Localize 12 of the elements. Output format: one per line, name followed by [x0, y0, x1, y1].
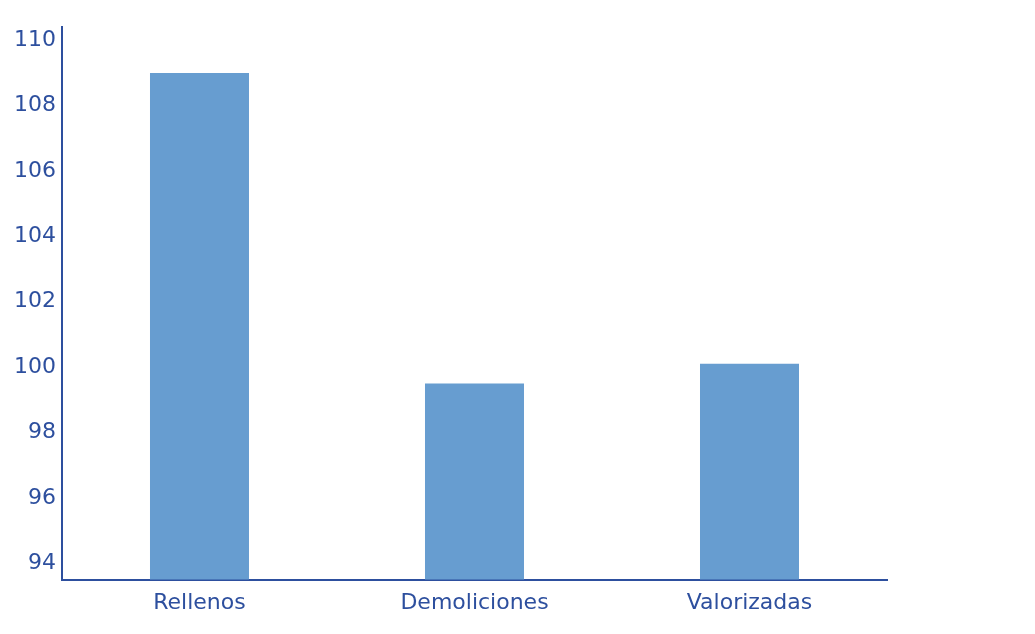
y-tick-label: 102 [13, 287, 56, 313]
x-tick-label: Demoliciones [400, 588, 549, 614]
y-tick-label: 108 [13, 91, 56, 117]
y-tick-label: 100 [13, 352, 56, 378]
y-tick-label: 96 [27, 483, 56, 509]
y-tick-label: 106 [13, 156, 56, 182]
x-tick-label: Rellenos [153, 588, 246, 614]
y-tick-label: 98 [27, 418, 56, 444]
y-tick-label: 110 [13, 25, 56, 51]
y-tick-label: 94 [27, 548, 56, 574]
x-tick-label: Valorizadas [686, 588, 813, 614]
y-tick-label: 104 [13, 222, 56, 248]
